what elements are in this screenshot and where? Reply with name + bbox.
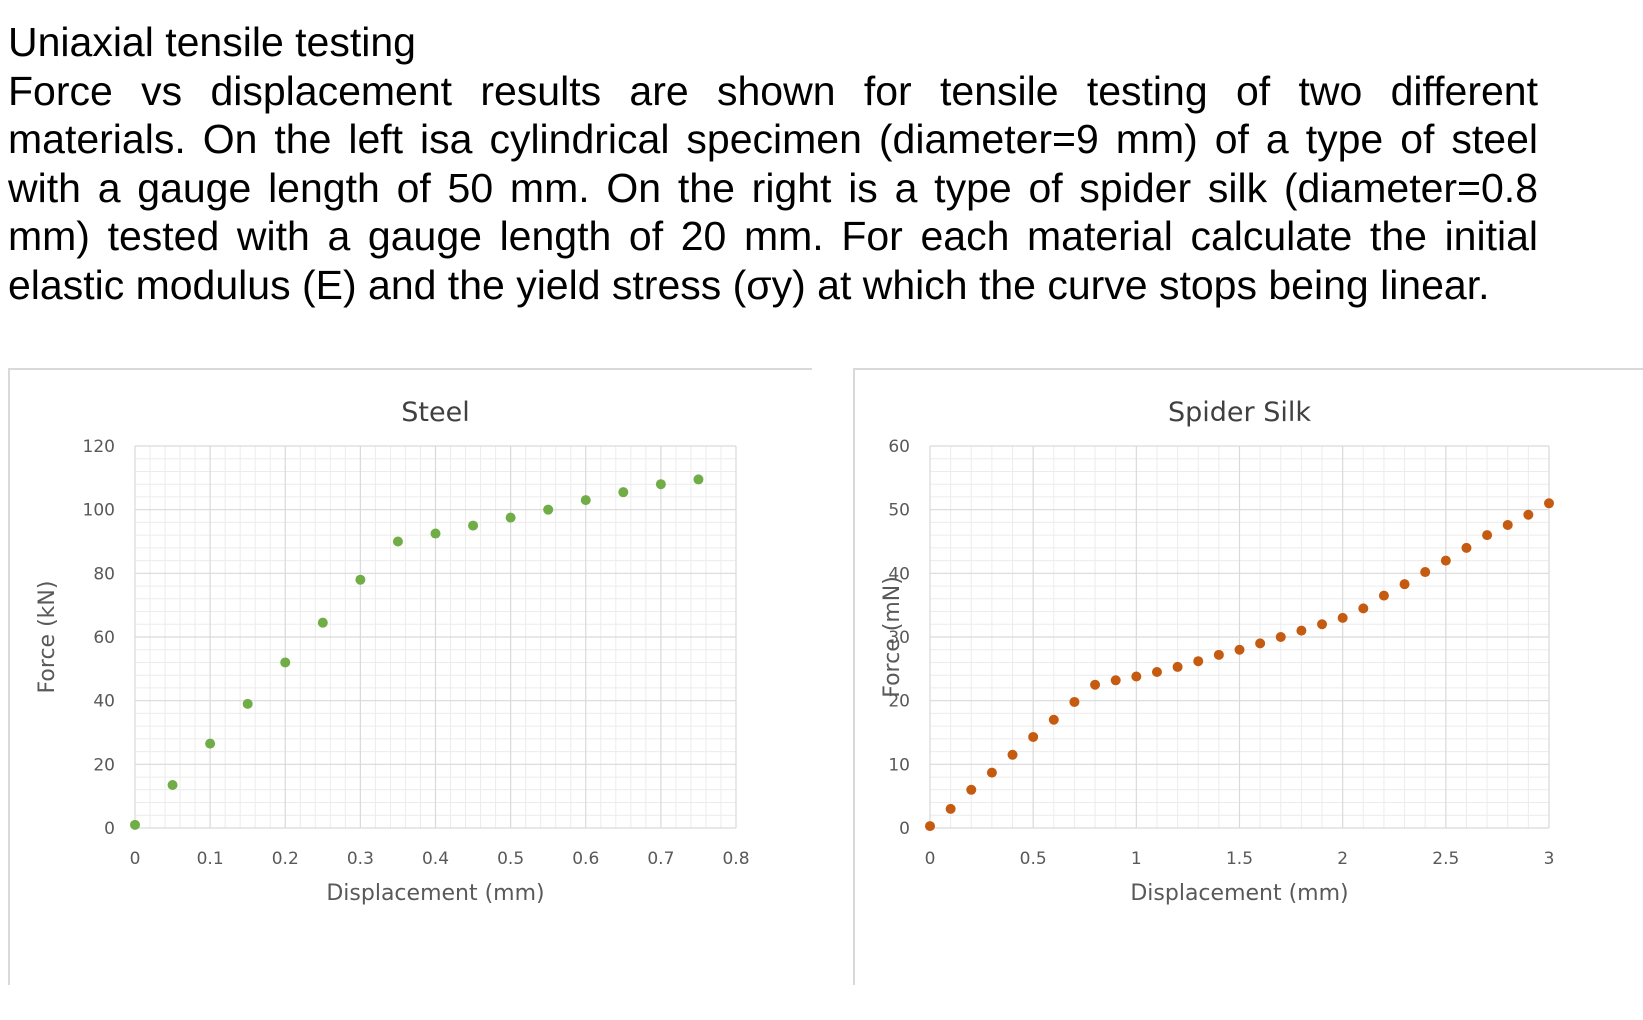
spider-silk-data-point: [1378, 590, 1389, 601]
spider-silk-data-point: [1048, 714, 1059, 725]
spider-silk-data-point: [1275, 632, 1286, 642]
steel-data-point: [693, 474, 704, 485]
steel-data-point: [317, 617, 328, 628]
y-tick-label: 120: [83, 437, 115, 457]
spider-silk-data-point: [1461, 542, 1472, 553]
spider-silk-data-point: [1151, 667, 1162, 678]
x-tick-label: 0.5: [1020, 849, 1047, 869]
spider-silk-data-point: [1296, 625, 1307, 636]
plot-area: [134, 445, 737, 829]
spider-silk-data-point: [1110, 675, 1121, 686]
y-tick-label: 40: [93, 692, 115, 712]
steel-data-point: [242, 698, 253, 709]
y-tick-label: 40: [888, 564, 910, 584]
spider-silk-data-point: [1090, 679, 1101, 690]
spider-silk-data-point: [1234, 644, 1245, 655]
x-tick-label: 3: [1544, 849, 1555, 869]
y-tick-label: 60: [93, 628, 115, 648]
chart-title: Spider Silk: [1168, 397, 1311, 428]
x-tick-label: 2.5: [1432, 849, 1459, 869]
steel-data-point: [543, 504, 554, 515]
x-tick-label: 0: [925, 849, 936, 869]
problem-text: Force vs displacement results are shown …: [8, 67, 1538, 308]
spider-silk-data-point: [1482, 530, 1493, 541]
y-tick-label: 0: [104, 819, 115, 839]
steel-chart-panel: 0 0.1 0.2 0.3 0.4 0.5 0.6 0.7 0.8 0 20 40 60 80 100 120…: [8, 368, 812, 985]
plot-area: [929, 445, 1550, 829]
spider-silk-data-point: [1213, 649, 1224, 660]
steel-data-point: [392, 536, 403, 547]
x-tick-label: 0.3: [347, 849, 374, 869]
x-tick-label: 0.5: [497, 849, 524, 869]
spider-silk-data-point: [1358, 603, 1369, 614]
problem-heading: Uniaxial tensile testing: [8, 19, 416, 65]
spider-silk-data-point: [1420, 567, 1431, 578]
steel-data-point: [468, 520, 479, 531]
spider-silk-data-point: [1007, 749, 1018, 760]
spider-silk-data-point: [1131, 671, 1142, 682]
spider-silk-data-point: [1255, 638, 1266, 649]
spider-silk-data-point: [925, 821, 935, 832]
steel-data-point: [205, 738, 216, 749]
spider-silk-data-point: [1193, 656, 1204, 667]
spider-silk-data-point: [945, 803, 956, 814]
x-tick-label: 2: [1337, 849, 1348, 869]
steel-data-point: [505, 512, 516, 523]
x-tick-label: 0.8: [722, 849, 749, 869]
x-tick-label: 0.1: [197, 849, 224, 869]
steel-data-point: [430, 528, 441, 539]
spider-silk-chart-panel: 0 0.5 1 1.5 2 2.5 3 0 10 20 30 40 50 60 Spider Silk Dis…: [853, 368, 1643, 985]
y-axis-label: Force (mN): [880, 576, 905, 698]
spider-silk-data-point: [1523, 509, 1534, 520]
x-tick-label: 0.2: [272, 849, 299, 869]
spider-silk-data-point: [1317, 619, 1328, 630]
spider-silk-data-point: [1544, 498, 1554, 509]
spider-silk-data-point: [1440, 555, 1451, 566]
steel-data-point: [655, 479, 666, 490]
spider-silk-data-point: [1028, 731, 1039, 742]
x-tick-label: 1.5: [1226, 849, 1253, 869]
spider-silk-data-point: [1502, 519, 1513, 530]
y-tick-label: 80: [93, 564, 115, 584]
spider-silk-data-point: [966, 784, 977, 795]
steel-data-point: [355, 574, 366, 585]
y-tick-label: 20: [93, 755, 115, 775]
y-tick-label: 60: [888, 437, 910, 457]
steel-data-point: [618, 487, 629, 498]
y-axis-label: Force (kN): [35, 581, 60, 694]
spider-silk-data-point: [1337, 612, 1348, 623]
x-tick-label: 0.6: [572, 849, 599, 869]
y-tick-label: 30: [888, 628, 910, 648]
x-tick-label: 0.7: [647, 849, 674, 869]
y-tick-label: 20: [888, 692, 910, 712]
y-tick-label: 50: [888, 501, 910, 521]
spider-silk-data-point: [986, 767, 997, 778]
steel-data-point: [167, 780, 178, 791]
y-tick-label: 10: [888, 755, 910, 775]
spider-silk-data-point: [1399, 579, 1410, 590]
x-tick-label: 0.4: [422, 849, 449, 869]
spider-silk-data-point: [1172, 661, 1183, 672]
x-axis-label: Displacement (mm): [1130, 881, 1348, 906]
x-tick-label: 1: [1131, 849, 1142, 869]
steel-data-point: [280, 657, 291, 668]
y-tick-label: 0: [899, 819, 910, 839]
spider-silk-data-point: [1069, 696, 1080, 707]
problem-statement: Uniaxial tensile testing Force vs displa…: [8, 18, 1538, 309]
chart-title: Steel: [401, 397, 469, 428]
steel-chart: 0 0.1 0.2 0.3 0.4 0.5 0.6 0.7 0.8 0 20 40 60 80 100 120…: [35, 397, 750, 906]
y-tick-label: 100: [83, 501, 115, 521]
x-axis-label: Displacement (mm): [326, 881, 544, 906]
steel-data-point: [130, 819, 140, 830]
steel-data-point: [580, 495, 591, 506]
x-tick-label: 0: [130, 849, 141, 869]
